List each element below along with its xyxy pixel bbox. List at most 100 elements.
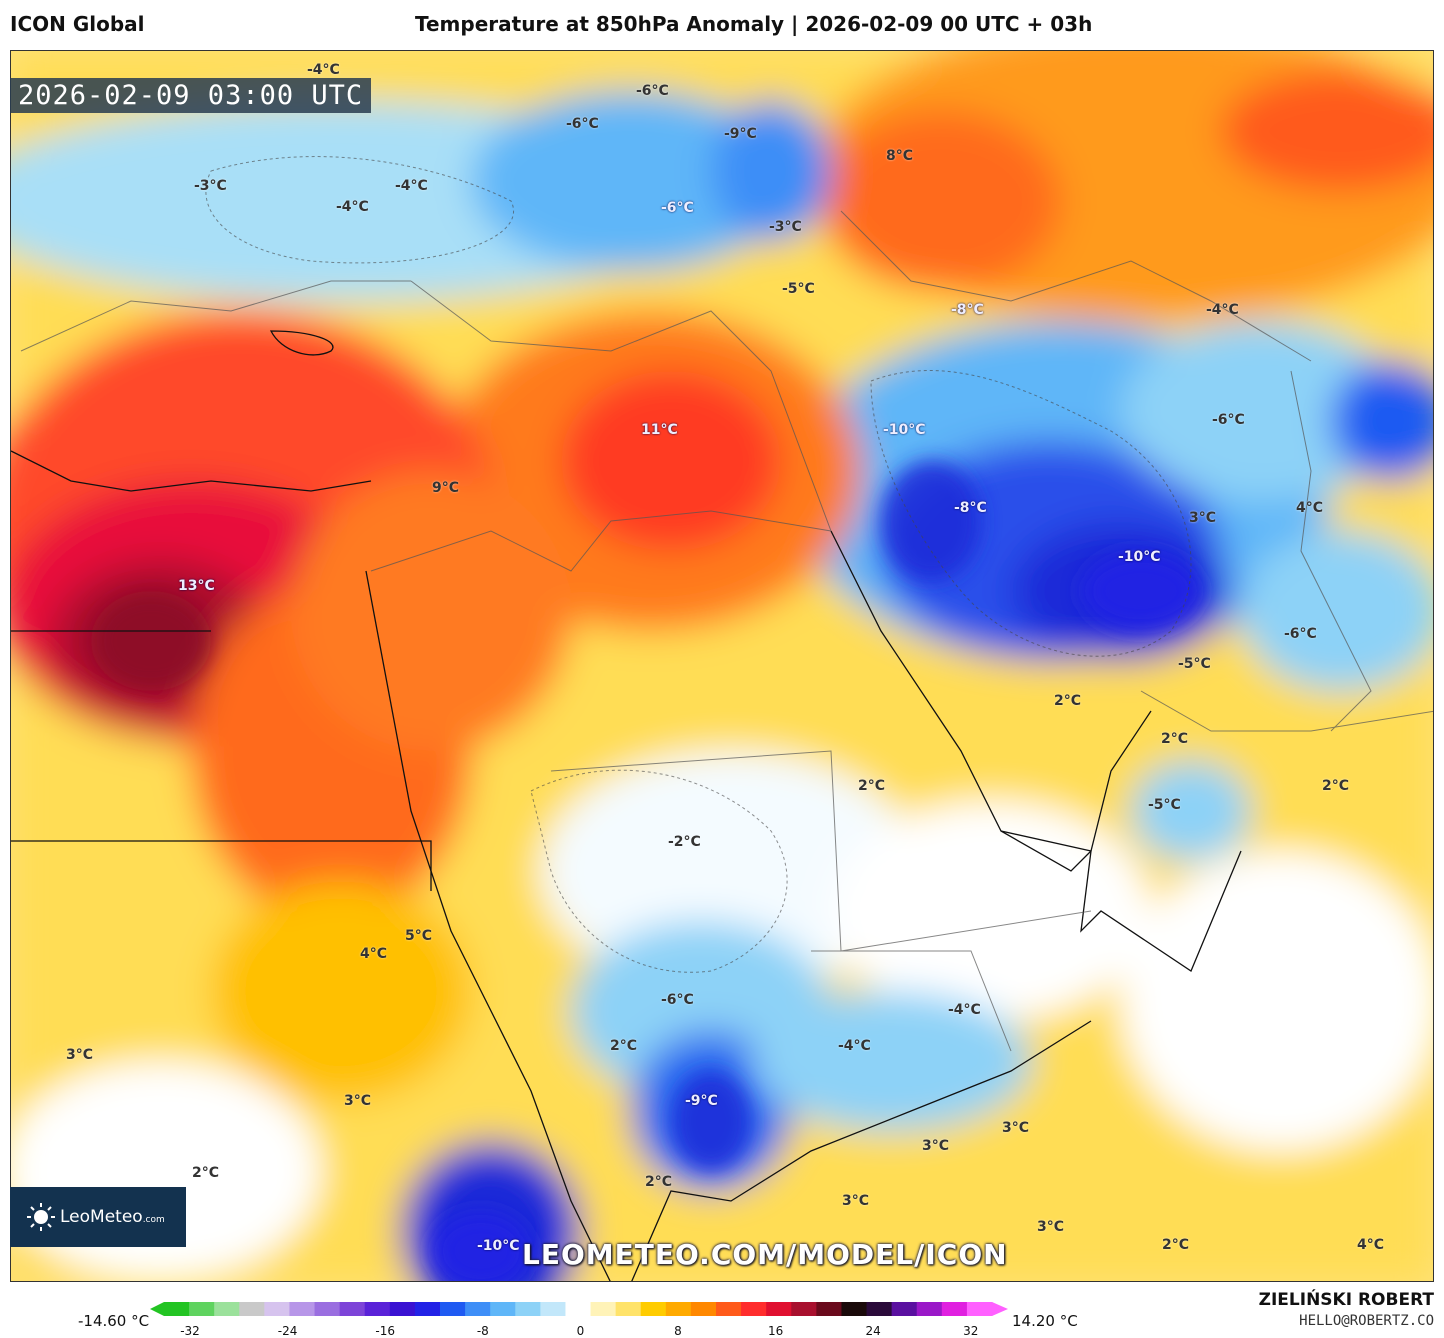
colorbar-swatch: [490, 1302, 516, 1316]
temp-label: 2°C: [1054, 693, 1082, 709]
temp-label: 3°C: [1037, 1219, 1065, 1235]
temp-label: -3°C: [194, 178, 227, 194]
colorbar-swatch: [891, 1302, 918, 1316]
colorbar-swatch: [916, 1302, 943, 1316]
colorbar-swatch: [941, 1302, 968, 1316]
colorbar-tick-label: -8: [476, 1324, 489, 1338]
anomaly-map: [11, 51, 1433, 1281]
colorbar-arrow-left: [150, 1302, 164, 1316]
temp-label: 3°C: [66, 1047, 94, 1063]
temp-label: -6°C: [1284, 626, 1317, 642]
temp-label: 8°C: [886, 148, 914, 164]
colorbar-swatch: [565, 1302, 592, 1316]
colorbar-swatch: [515, 1302, 541, 1316]
colorbar-tick-label: 0: [576, 1324, 585, 1338]
colorbar-min-label: -14.60 °C: [78, 1312, 150, 1330]
temp-label: 2°C: [1161, 731, 1189, 747]
temp-label: -4°C: [948, 1002, 981, 1018]
colorbar-swatch: [339, 1302, 366, 1316]
temp-label: -6°C: [661, 200, 694, 216]
temp-label: -6°C: [661, 992, 694, 1008]
temp-label: 3°C: [922, 1138, 950, 1154]
temp-label: 2°C: [1322, 778, 1350, 794]
temp-label: -6°C: [566, 116, 599, 132]
colorbar-swatch: [590, 1302, 617, 1316]
colorbar-arrow-right: [992, 1302, 1008, 1316]
temp-label: -3°C: [769, 219, 802, 235]
temp-label: 4°C: [1296, 500, 1324, 516]
colorbar-swatch: [440, 1302, 466, 1316]
temp-label: -5°C: [1178, 656, 1211, 672]
colorbar-swatch: [640, 1302, 667, 1316]
colorbar-swatch: [465, 1302, 491, 1316]
temp-label: -4°C: [1206, 302, 1239, 318]
colorbar-tick-label: 16: [767, 1324, 784, 1338]
temp-label: 2°C: [610, 1038, 638, 1054]
colorbar-tick-label: -24: [277, 1324, 298, 1338]
colorbar-swatch: [841, 1302, 868, 1316]
temp-label: -9°C: [724, 126, 757, 142]
temp-label: 3°C: [842, 1193, 870, 1209]
colorbar: [150, 1302, 1008, 1316]
temp-label: -9°C: [685, 1093, 718, 1109]
colorbar-swatch: [189, 1302, 215, 1316]
temp-label: -6°C: [1212, 412, 1245, 428]
colorbar-swatch: [866, 1302, 893, 1316]
sun-icon: [27, 1203, 55, 1231]
colorbar-tick-label: -16: [375, 1324, 395, 1338]
colorbar-swatch: [414, 1302, 441, 1316]
colorbar-swatch: [791, 1302, 817, 1316]
temp-label: 5°C: [405, 928, 433, 944]
colorbar-swatch: [264, 1302, 290, 1316]
colorbar-swatch: [364, 1302, 391, 1316]
colorbar-swatch: [766, 1302, 792, 1316]
temp-label: 9°C: [432, 480, 460, 496]
colorbar-swatch: [966, 1302, 993, 1316]
temp-label: -10°C: [477, 1238, 520, 1254]
colorbar-swatch: [665, 1302, 692, 1316]
colorbar-swatch: [816, 1302, 842, 1316]
logo-suffix: .com: [142, 1215, 165, 1225]
colorbar-swatch: [540, 1302, 566, 1316]
temp-label: 2°C: [1162, 1237, 1190, 1253]
temp-label: 2°C: [645, 1174, 673, 1190]
temp-label: 3°C: [344, 1093, 372, 1109]
temp-label: 11°C: [641, 422, 678, 438]
watermark-url: LEOMETEO.COM/MODEL/ICON: [522, 1238, 1008, 1271]
colorbar-swatch: [716, 1302, 742, 1316]
colorbar-tick-label: 32: [963, 1324, 979, 1338]
colorbar-swatch: [615, 1302, 642, 1316]
colorbar-tick-label: 8: [674, 1324, 682, 1338]
valid-time-badge: 2026-02-09 03:00 UTC: [10, 78, 372, 113]
colorbar-swatch: [289, 1302, 316, 1316]
temp-label: 2°C: [192, 1165, 220, 1181]
temp-label: 3°C: [1002, 1120, 1030, 1136]
temp-label: -4°C: [336, 199, 369, 215]
temp-label: 3°C: [1189, 510, 1217, 526]
temp-label: -10°C: [883, 422, 926, 438]
colorbar-swatch: [239, 1302, 265, 1316]
colorbar-tick-label: -32: [180, 1324, 200, 1338]
colorbar-swatch: [214, 1302, 240, 1316]
temp-label: -4°C: [395, 178, 428, 194]
map-panel[interactable]: [10, 50, 1434, 1282]
author-name: ZIELIŃSKI ROBERT: [1258, 1290, 1434, 1310]
temp-label: -10°C: [1118, 549, 1161, 565]
temp-label: 13°C: [178, 578, 215, 594]
leometeo-logo[interactable]: LeoMeteo.com: [10, 1187, 186, 1247]
colorbar-swatch: [314, 1302, 341, 1316]
temp-label: -4°C: [307, 62, 340, 78]
colorbar-max-label: 14.20 °C: [1012, 1312, 1078, 1330]
model-name: ICON Global: [10, 12, 145, 36]
author-email[interactable]: HELLO@ROBERTZ.CO: [1299, 1313, 1434, 1329]
map-title: Temperature at 850hPa Anomaly | 2026-02-…: [415, 12, 1093, 36]
temp-label: -6°C: [636, 83, 669, 99]
colorbar-swatch: [690, 1302, 717, 1316]
logo-name: LeoMeteo: [60, 1207, 143, 1227]
temp-label: -2°C: [668, 834, 701, 850]
temp-label: -5°C: [782, 281, 815, 297]
temp-label: -5°C: [1148, 797, 1181, 813]
temp-label: -8°C: [954, 500, 987, 516]
colorbar-swatch: [389, 1302, 416, 1316]
temp-label: 4°C: [360, 946, 388, 962]
